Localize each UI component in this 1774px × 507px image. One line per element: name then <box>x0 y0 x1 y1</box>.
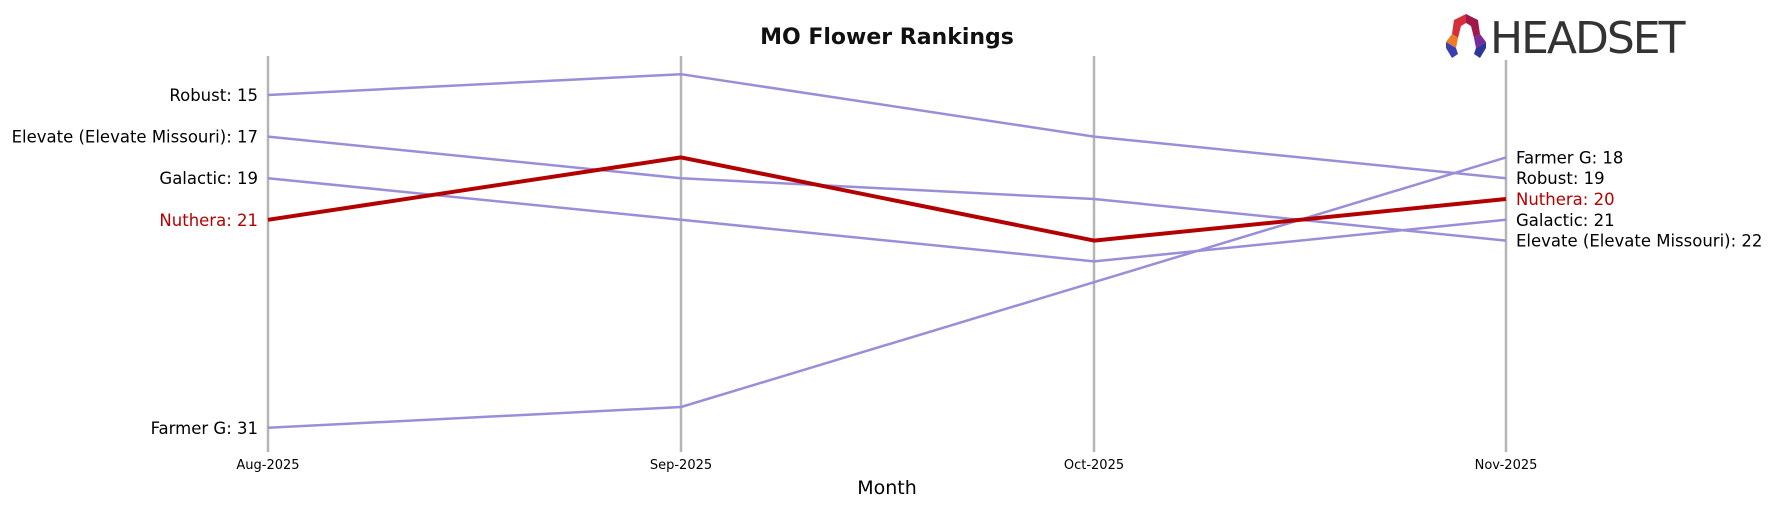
series-line <box>267 72 1507 180</box>
left-rank-labels: Robust: 15 Elevate (Elevate Missouri): 17… <box>12 86 258 438</box>
left-label: Farmer G: 31 <box>151 419 258 438</box>
right-rank-labels: Farmer G: 18 Robust: 19 Nuthera: 20 Galacti… <box>1516 148 1762 250</box>
x-tick-label: Nov-2025 <box>1475 458 1538 473</box>
left-label: Robust: 15 <box>169 86 258 105</box>
series-line <box>267 155 1507 243</box>
right-label: Farmer G: 18 <box>1516 148 1623 167</box>
x-tick-label: Sep-2025 <box>650 458 712 473</box>
x-axis-label: Month <box>857 477 917 499</box>
left-label: Galactic: 19 <box>159 169 258 188</box>
series-line <box>267 135 1507 242</box>
right-label: Robust: 19 <box>1516 169 1605 188</box>
x-tick-label: Oct-2025 <box>1064 458 1124 473</box>
headset-logo-text: HEADSET <box>1490 13 1686 64</box>
x-tick-label: Aug-2025 <box>236 458 299 473</box>
chart-title: MO Flower Rankings <box>760 25 1014 50</box>
headset-logo: HEADSET <box>1446 13 1688 64</box>
series-line <box>267 176 1507 263</box>
left-label: Elevate (Elevate Missouri): 17 <box>12 128 258 147</box>
right-label: Elevate (Elevate Missouri): 22 <box>1516 232 1762 251</box>
series-lines <box>267 72 1507 430</box>
x-axis-ticks: Aug-2025 Sep-2025 Oct-2025 Nov-2025 <box>236 458 1537 473</box>
month-gridlines <box>266 56 1508 452</box>
headset-logo-icon <box>1446 14 1486 58</box>
right-label: Galactic: 21 <box>1516 211 1615 230</box>
right-label: Nuthera: 20 <box>1516 190 1615 209</box>
left-label: Nuthera: 21 <box>159 211 258 230</box>
